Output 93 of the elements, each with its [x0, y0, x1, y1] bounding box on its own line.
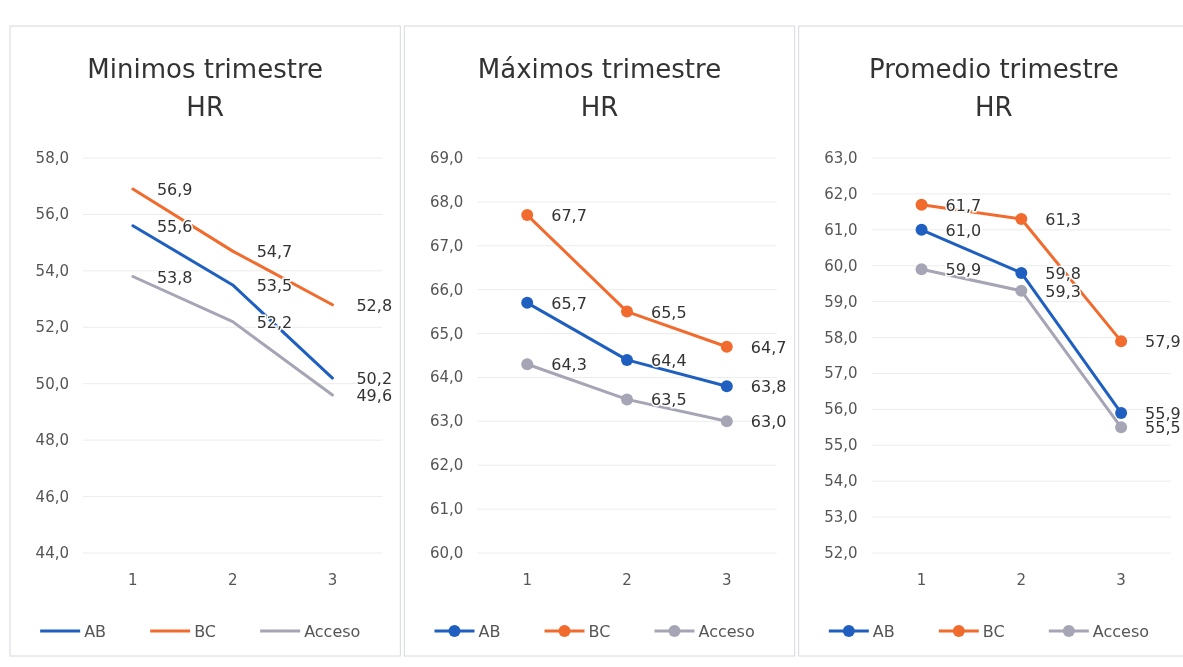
y-tick-label: 60,0 — [429, 544, 464, 562]
point — [720, 415, 733, 428]
point — [1015, 284, 1028, 297]
data-label: 54,7 — [256, 242, 293, 262]
y-tick-label: 52,0 — [824, 544, 858, 562]
data-label: 59,9 — [945, 260, 982, 280]
y-tick-label: 56,0 — [824, 400, 858, 419]
y-tick-label: 52,0 — [35, 318, 69, 337]
data-label: 57,9 — [1145, 332, 1181, 352]
y-tick-label: 46,0 — [35, 487, 69, 506]
data-label: 67,7 — [551, 206, 587, 226]
data-label: 52,8 — [356, 295, 393, 315]
data-label: 59,3 — [1045, 281, 1081, 301]
point — [720, 380, 733, 393]
point — [1015, 266, 1028, 279]
point — [621, 305, 633, 318]
legend-label: BC — [588, 622, 611, 641]
data-label: 61,0 — [945, 220, 982, 240]
legend-label: BC — [982, 622, 1005, 641]
point — [915, 198, 928, 211]
point — [521, 296, 534, 309]
x-tick-label: 1 — [916, 571, 927, 589]
data-label: 65,7 — [551, 293, 587, 313]
y-tick-label: 56,0 — [35, 205, 69, 224]
point — [621, 353, 633, 366]
y-tick-label: 48,0 — [35, 431, 69, 450]
legend-label: BC — [194, 622, 217, 641]
data-label: 64,4 — [651, 350, 687, 370]
data-label: 50,2 — [356, 369, 393, 389]
y-tick-label: 58,0 — [824, 328, 858, 347]
y-tick-label: 54,0 — [35, 261, 69, 280]
data-label: 56,9 — [156, 180, 193, 200]
chart-title: Minimos trimestre HR — [87, 54, 324, 122]
y-tick-label: 59,0 — [824, 292, 858, 311]
point — [1015, 213, 1028, 226]
x-tick-label: 1 — [128, 571, 138, 589]
y-tick-label: 61,0 — [429, 500, 464, 519]
x-tick-label: 2 — [227, 571, 238, 589]
y-tick-label: 65,0 — [429, 324, 464, 343]
point — [621, 393, 633, 406]
data-label: 63,8 — [750, 377, 787, 397]
data-label: 49,6 — [356, 386, 393, 405]
data-label: 55,9 — [1145, 403, 1181, 423]
data-label: 63,0 — [750, 412, 787, 432]
data-label: 65,5 — [651, 302, 687, 322]
y-tick-label: 60,0 — [824, 256, 858, 275]
y-tick-label: 67,0 — [429, 236, 464, 255]
x-tick-label: 3 — [722, 571, 732, 589]
chart-title: Máximos trimestre HR — [477, 54, 722, 122]
y-tick-label: 62,0 — [429, 456, 464, 475]
y-tick-label: 58,0 — [35, 149, 69, 167]
point — [720, 340, 733, 353]
point — [521, 358, 534, 371]
data-label: 63,5 — [651, 390, 687, 410]
point — [915, 223, 928, 236]
data-label: 64,7 — [750, 337, 787, 357]
y-tick-label: 64,0 — [429, 368, 464, 387]
y-tick-label: 68,0 — [429, 192, 464, 211]
legend-label: Acceso — [1092, 622, 1150, 641]
y-tick-label: 50,0 — [35, 374, 69, 393]
point — [1115, 421, 1128, 434]
x-tick-label: 2 — [1016, 571, 1027, 589]
y-tick-label: 61,0 — [824, 220, 858, 239]
data-label: 61,7 — [945, 195, 982, 215]
point — [521, 209, 534, 222]
chart-title: Promedio trimestre HR — [868, 54, 1119, 122]
legend-label: AB — [478, 622, 501, 641]
y-tick-label: 55,0 — [824, 436, 858, 455]
x-tick-label: 2 — [622, 571, 632, 589]
x-tick-label: 3 — [1116, 571, 1126, 589]
y-tick-label: 44,0 — [35, 544, 69, 562]
legend-label: AB — [84, 622, 107, 641]
point — [1115, 406, 1128, 419]
legend-label: Acceso — [304, 622, 361, 641]
legend-label: AB — [872, 622, 895, 641]
y-tick-label: 63,0 — [429, 412, 464, 431]
legend-label: Acceso — [698, 622, 755, 641]
y-tick-label: 62,0 — [824, 184, 858, 203]
point — [1115, 335, 1128, 348]
y-tick-label: 66,0 — [429, 280, 464, 299]
data-label: 64,3 — [551, 355, 587, 375]
y-tick-label: 53,0 — [824, 508, 858, 527]
y-tick-label: 69,0 — [429, 149, 464, 167]
data-label: 53,5 — [256, 275, 293, 295]
x-tick-label: 3 — [327, 571, 338, 589]
y-tick-label: 54,0 — [824, 472, 858, 491]
x-tick-label: 1 — [522, 571, 532, 589]
data-label: 55,6 — [156, 216, 193, 236]
y-tick-label: 63,0 — [824, 149, 858, 167]
data-label: 53,8 — [156, 267, 193, 287]
data-label: 61,3 — [1045, 210, 1081, 230]
point — [915, 263, 928, 276]
y-tick-label: 57,0 — [824, 364, 858, 383]
